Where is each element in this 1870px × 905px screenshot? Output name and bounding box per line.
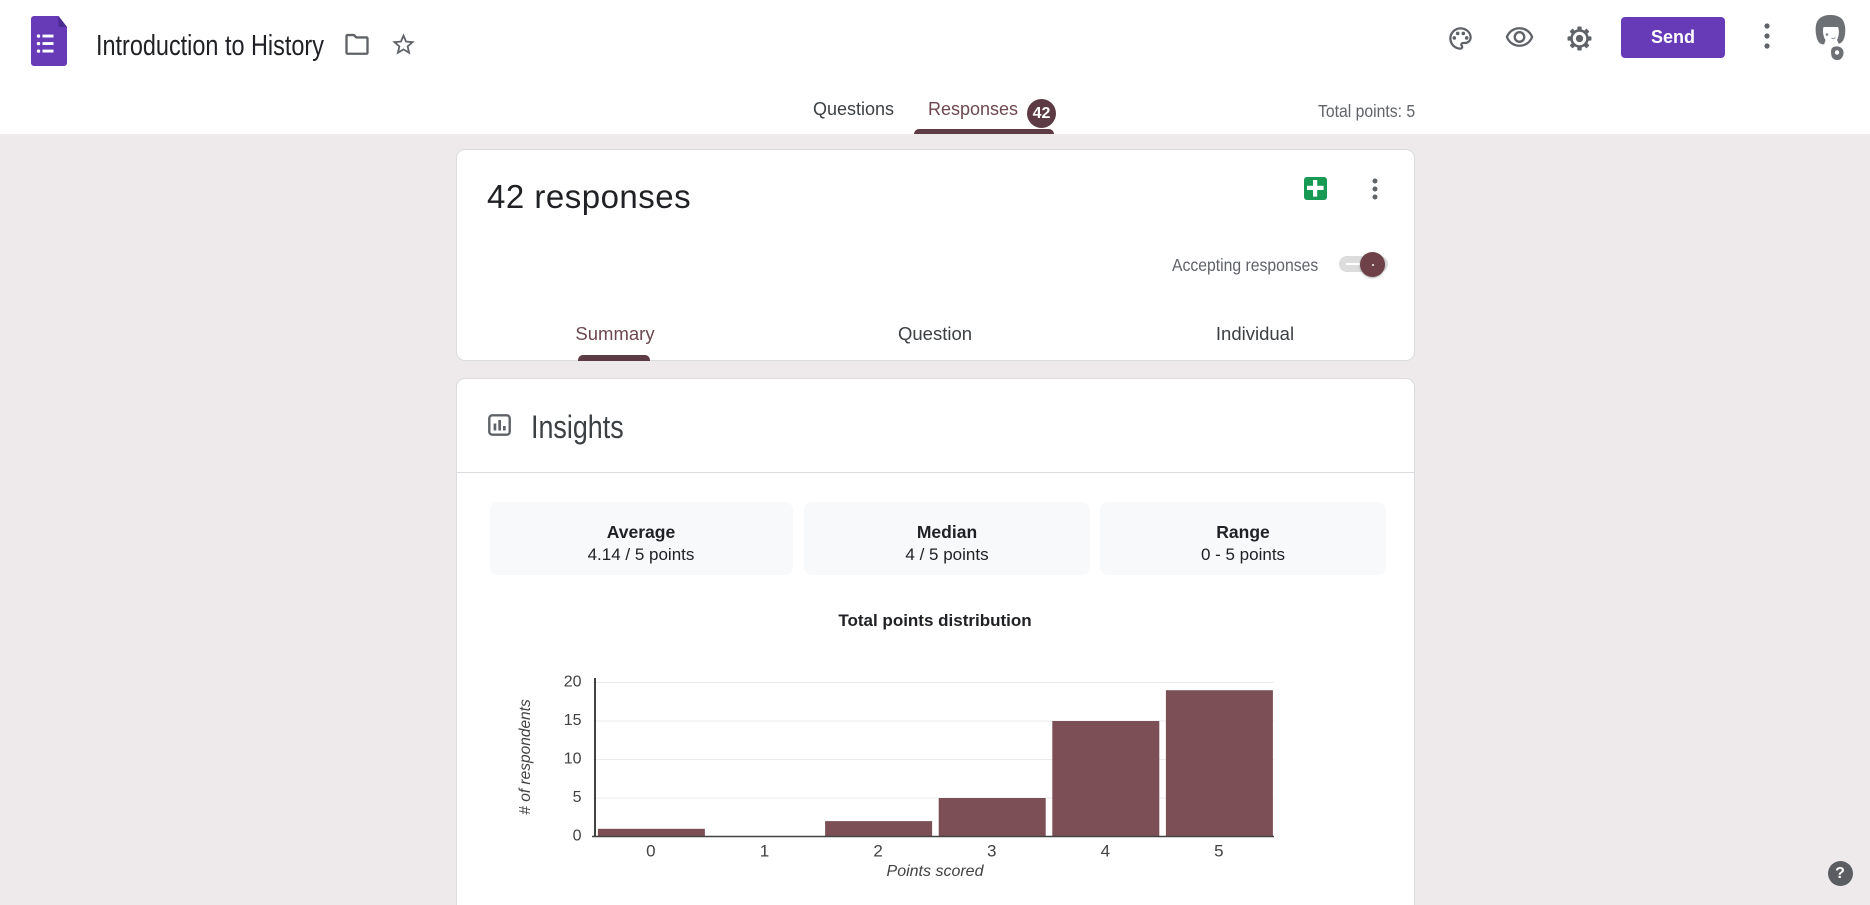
svg-text:3: 3	[987, 842, 996, 861]
svg-text:# of respondents: # of respondents	[517, 699, 534, 815]
svg-text:0: 0	[646, 842, 655, 861]
svg-text:0: 0	[573, 828, 582, 845]
svg-text:5: 5	[1214, 842, 1223, 861]
svg-text:1: 1	[760, 842, 769, 861]
svg-text:20: 20	[564, 674, 582, 691]
svg-text:15: 15	[564, 712, 582, 729]
svg-text:4: 4	[1101, 842, 1110, 861]
svg-text:2: 2	[873, 842, 882, 861]
svg-text:5: 5	[573, 789, 582, 806]
svg-text:10: 10	[564, 751, 582, 768]
svg-text:Points scored: Points scored	[887, 863, 985, 880]
